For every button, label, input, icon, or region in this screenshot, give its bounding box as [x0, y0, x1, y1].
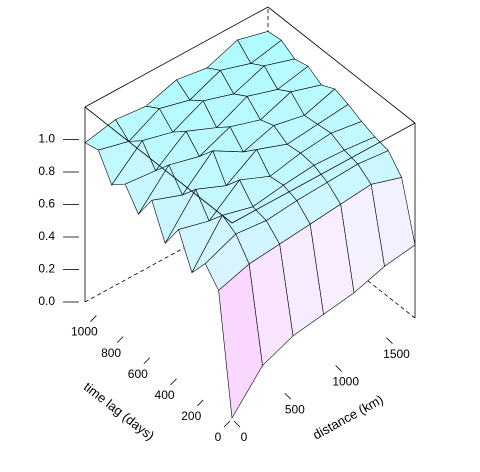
x-tick	[335, 365, 342, 372]
y-tick	[223, 420, 231, 428]
box-edge	[84, 6, 269, 108]
y-tick	[196, 399, 204, 407]
y-axis-label: time lag (days)	[81, 379, 157, 443]
y-tick-label: 0	[215, 430, 222, 444]
z-tick-label: 1.0	[38, 132, 55, 146]
surface-facet	[218, 263, 263, 419]
y-tick-label: 600	[128, 367, 148, 381]
z-tick-label: 0.6	[38, 197, 55, 211]
box-edge	[267, 6, 416, 124]
box-edge	[84, 106, 233, 224]
x-tick-label: 1000	[332, 375, 359, 389]
x-tick-label: 0	[241, 430, 248, 444]
x-tick-label: 500	[285, 402, 305, 416]
y-tick-label: 800	[101, 346, 121, 360]
x-tick-label: 1500	[383, 347, 410, 361]
x-tick	[284, 392, 292, 400]
y-tick-label: 200	[181, 409, 201, 423]
y-tick-label: 1000	[71, 325, 98, 339]
z-tick-label: 0.0	[38, 294, 55, 308]
x-tick	[386, 337, 393, 344]
x-tick	[233, 420, 241, 428]
y-tick	[90, 315, 97, 322]
z-tick-label: 0.2	[38, 262, 55, 276]
z-tick-label: 0.8	[38, 164, 55, 178]
x-axis-label: distance (km)	[310, 392, 386, 443]
y-tick	[143, 357, 151, 365]
z-tick-label: 0.4	[38, 229, 55, 243]
y-tick	[116, 336, 124, 343]
y-tick-label: 400	[155, 388, 175, 402]
box-edge	[231, 122, 416, 224]
y-tick	[170, 378, 177, 386]
